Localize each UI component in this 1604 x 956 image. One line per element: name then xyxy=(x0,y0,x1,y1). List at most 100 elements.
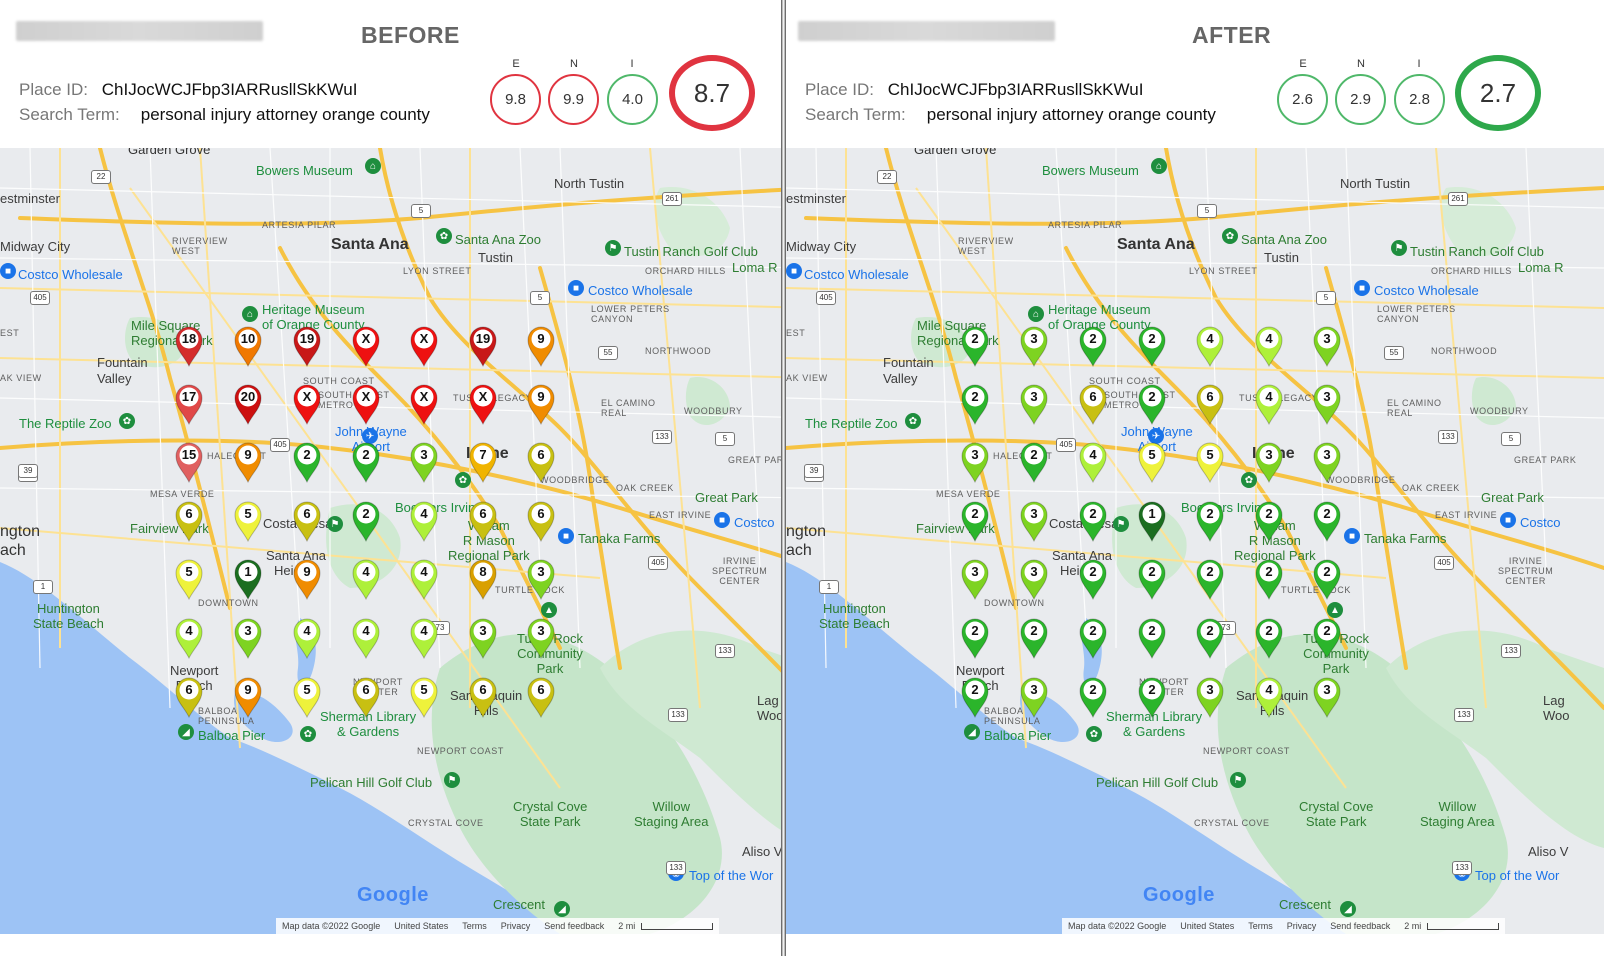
rank-pin[interactable]: 4 xyxy=(1254,675,1284,719)
rank-pin[interactable]: 6 xyxy=(526,440,556,484)
golf-icon-pelican[interactable]: ⚑ xyxy=(1230,772,1246,788)
rank-pin[interactable]: 3 xyxy=(1019,324,1049,368)
tanaka-icon[interactable]: ■ xyxy=(1344,528,1360,544)
rank-pin[interactable]: 9 xyxy=(526,324,556,368)
rank-pin[interactable]: 2 xyxy=(1195,616,1225,660)
attribution-item[interactable]: Terms xyxy=(1248,921,1273,931)
rank-pin[interactable]: 1 xyxy=(233,557,263,601)
attribution-item[interactable]: Privacy xyxy=(500,921,531,931)
rank-pin[interactable]: 7 xyxy=(468,440,498,484)
beach-icon-balboa[interactable]: ◢ xyxy=(964,724,980,740)
attribution-item[interactable]: Send feedback xyxy=(1330,921,1391,931)
rank-pin[interactable]: 18 xyxy=(174,324,204,368)
airport-icon[interactable]: ✈ xyxy=(1148,428,1164,444)
rank-pin[interactable]: 9 xyxy=(292,557,322,601)
rank-pin[interactable]: 10 xyxy=(233,324,263,368)
rank-pin[interactable]: 2 xyxy=(1137,324,1167,368)
rank-pin[interactable]: 6 xyxy=(468,499,498,543)
rank-pin[interactable]: 3 xyxy=(1019,499,1049,543)
rank-pin[interactable]: 3 xyxy=(960,440,990,484)
rank-pin[interactable]: 2 xyxy=(351,499,381,543)
rank-pin[interactable]: 4 xyxy=(174,616,204,660)
rank-pin[interactable]: 2 xyxy=(1195,499,1225,543)
costco-shopping-icon-west[interactable]: ■ xyxy=(0,263,16,279)
rank-pin[interactable]: 4 xyxy=(409,616,439,660)
rank-pin[interactable]: 6 xyxy=(351,675,381,719)
map-view[interactable]: Garden Grove estminster Midway City Costco … xyxy=(0,148,781,934)
rank-pin[interactable]: 3 xyxy=(1312,324,1342,368)
rank-pin[interactable]: 2 xyxy=(1078,324,1108,368)
zoo-icon-reptile[interactable]: ✿ xyxy=(905,413,921,429)
rank-pin[interactable]: 2 xyxy=(1254,616,1284,660)
rank-pin[interactable]: 3 xyxy=(1019,675,1049,719)
rank-pin[interactable]: 20 xyxy=(233,382,263,426)
tree-icon-turtle[interactable]: ▲ xyxy=(1327,602,1343,618)
rank-pin[interactable]: 2 xyxy=(351,440,381,484)
rank-pin[interactable]: 4 xyxy=(1195,324,1225,368)
rank-pin[interactable]: X xyxy=(292,382,322,426)
rank-pin[interactable]: 5 xyxy=(1195,440,1225,484)
rank-pin[interactable]: 2 xyxy=(1137,557,1167,601)
rank-pin[interactable]: 3 xyxy=(960,557,990,601)
golf-icon-pelican[interactable]: ⚑ xyxy=(444,772,460,788)
garden-icon-sherman[interactable]: ✿ xyxy=(300,726,316,742)
rank-pin[interactable]: 3 xyxy=(1312,440,1342,484)
rank-pin[interactable]: 5 xyxy=(292,675,322,719)
rank-pin[interactable]: 2 xyxy=(1254,499,1284,543)
park-icon-boomers[interactable]: ✿ xyxy=(455,472,471,488)
rank-pin[interactable]: X xyxy=(409,382,439,426)
rank-pin[interactable]: 9 xyxy=(233,675,263,719)
beach-icon-crescent[interactable]: ◢ xyxy=(1340,901,1356,917)
garden-icon-sherman[interactable]: ✿ xyxy=(1086,726,1102,742)
rank-pin[interactable]: 5 xyxy=(174,557,204,601)
rank-pin[interactable]: X xyxy=(468,382,498,426)
rank-pin[interactable]: 5 xyxy=(409,675,439,719)
rank-pin[interactable]: 3 xyxy=(233,616,263,660)
tree-icon-turtle[interactable]: ▲ xyxy=(541,602,557,618)
rank-pin[interactable]: 15 xyxy=(174,440,204,484)
rank-pin[interactable]: 4 xyxy=(292,616,322,660)
rank-pin[interactable]: 2 xyxy=(1312,557,1342,601)
rank-pin[interactable]: 2 xyxy=(1312,499,1342,543)
museum-icon[interactable]: ⌂ xyxy=(1151,158,1167,174)
golf-icon-costa-mesa[interactable]: ⚑ xyxy=(1113,516,1129,532)
rank-pin[interactable]: 5 xyxy=(1137,440,1167,484)
rank-pin[interactable]: 2 xyxy=(960,616,990,660)
rank-pin[interactable]: 4 xyxy=(409,557,439,601)
museum-icon-heritage[interactable]: ⌂ xyxy=(242,306,258,322)
rank-pin[interactable]: 3 xyxy=(1312,382,1342,426)
rank-pin[interactable]: 2 xyxy=(1019,440,1049,484)
rank-pin[interactable]: 2 xyxy=(960,675,990,719)
attribution-item[interactable]: Privacy xyxy=(1286,921,1317,931)
rank-pin[interactable]: 2 xyxy=(1312,616,1342,660)
museum-icon-heritage[interactable]: ⌂ xyxy=(1028,306,1044,322)
rank-pin[interactable]: 3 xyxy=(1019,557,1049,601)
rank-pin[interactable]: 2 xyxy=(1078,557,1108,601)
rank-pin[interactable]: 6 xyxy=(526,675,556,719)
rank-pin[interactable]: 3 xyxy=(1019,382,1049,426)
rank-pin[interactable]: 3 xyxy=(468,616,498,660)
golf-icon-costa-mesa[interactable]: ⚑ xyxy=(327,516,343,532)
airport-icon[interactable]: ✈ xyxy=(362,428,378,444)
rank-pin[interactable]: 2 xyxy=(1078,675,1108,719)
costco-shopping-icon-east[interactable]: ■ xyxy=(1354,280,1370,296)
rank-pin[interactable]: 6 xyxy=(1078,382,1108,426)
attribution-item[interactable]: Send feedback xyxy=(544,921,605,931)
rank-pin[interactable]: 3 xyxy=(1195,675,1225,719)
zoo-icon[interactable]: ✿ xyxy=(1222,228,1238,244)
rank-pin[interactable]: 6 xyxy=(468,675,498,719)
rank-pin[interactable]: 4 xyxy=(1254,324,1284,368)
park-icon-boomers[interactable]: ✿ xyxy=(1241,472,1257,488)
rank-pin[interactable]: 5 xyxy=(233,499,263,543)
rank-pin[interactable]: 2 xyxy=(960,382,990,426)
beach-icon-crescent[interactable]: ◢ xyxy=(554,901,570,917)
rank-pin[interactable]: X xyxy=(409,324,439,368)
costco-irvine-icon[interactable]: ■ xyxy=(714,512,730,528)
golf-icon[interactable]: ⚑ xyxy=(1391,240,1407,256)
rank-pin[interactable]: 2 xyxy=(1137,382,1167,426)
rank-pin[interactable]: 19 xyxy=(468,324,498,368)
rank-pin[interactable]: 2 xyxy=(292,440,322,484)
rank-pin[interactable]: 6 xyxy=(174,499,204,543)
rank-pin[interactable]: 3 xyxy=(526,616,556,660)
zoo-icon-reptile[interactable]: ✿ xyxy=(119,413,135,429)
